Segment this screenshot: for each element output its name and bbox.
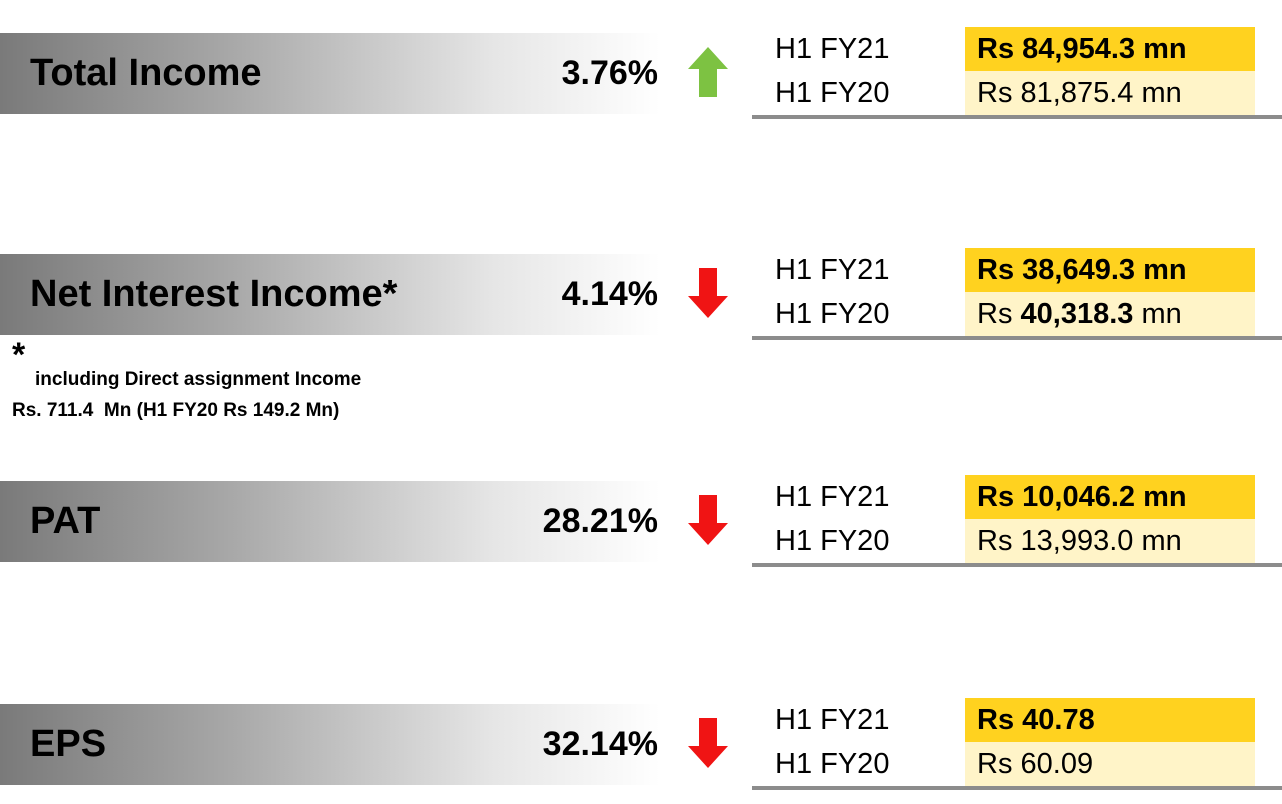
direction-arrow (688, 268, 728, 318)
metric-label: EPS (30, 723, 107, 765)
value-cell: Rs 38,649.3 mn (965, 248, 1255, 292)
arrow-shape (688, 495, 728, 545)
period: H1 FY21 (775, 33, 890, 65)
direction-arrow (688, 718, 728, 768)
arrow-shape (688, 47, 728, 97)
table-rule (752, 115, 1282, 119)
metric-change: 28.21% (542, 502, 658, 540)
table-rule (752, 786, 1282, 790)
value-text: Rs 84,954.3 mn (977, 33, 1187, 65)
value-text: mn (1133, 298, 1182, 330)
value-text: Rs 81,875.4 mn (977, 77, 1182, 109)
label-bar (0, 704, 660, 785)
period: H1 FY20 (775, 77, 890, 109)
table-rule (752, 563, 1282, 567)
value-cell: Rs 81,875.4 mn (965, 71, 1255, 115)
value-text: Rs (977, 298, 1021, 330)
value-cell: Rs 40.78 (965, 698, 1255, 742)
direction-arrow (688, 47, 728, 97)
value-cell: Rs 13,993.0 mn (965, 519, 1255, 563)
period: H1 FY20 (775, 748, 890, 780)
value-cell: Rs 60.09 (965, 742, 1255, 786)
value-text: Rs 38,649.3 mn (977, 254, 1187, 286)
label-bar (0, 481, 660, 562)
arrow-shape (688, 268, 728, 318)
value-cell: Rs 10,046.2 mn (965, 475, 1255, 519)
direction-arrow (688, 495, 728, 545)
value-text: 40,318.3 (1020, 298, 1134, 330)
footnote-line: including Direct assignment Income (35, 369, 362, 390)
metric-label: Total Income (30, 52, 262, 94)
value-text: Rs 40.78 (977, 704, 1095, 736)
footnote-mark: * (12, 336, 26, 374)
label-bar (0, 33, 660, 114)
metric-change: 3.76% (561, 54, 658, 92)
table-rule (752, 336, 1282, 340)
value-cell: Rs 84,954.3 mn (965, 27, 1255, 71)
label-bar (0, 254, 660, 335)
period: H1 FY20 (775, 525, 890, 557)
period: H1 FY21 (775, 481, 890, 513)
footnote-line: Rs. 711.4 Mn (H1 FY20 Rs 149.2 Mn) (12, 400, 340, 421)
value-cell: Rs 40,318.3 mn (965, 292, 1255, 336)
metric-change: 32.14% (542, 725, 658, 763)
value-text: Rs 13,993.0 mn (977, 525, 1182, 557)
period: H1 FY21 (775, 254, 890, 286)
metric-change: 4.14% (561, 275, 658, 313)
period: H1 FY20 (775, 298, 890, 330)
arrow-shape (688, 718, 728, 768)
metric-label: PAT (30, 500, 101, 542)
value-text: Rs 60.09 (977, 748, 1094, 780)
metric-label: Net Interest Income* (30, 273, 398, 315)
period: H1 FY21 (775, 704, 890, 736)
value-text: Rs 10,046.2 mn (977, 481, 1187, 513)
